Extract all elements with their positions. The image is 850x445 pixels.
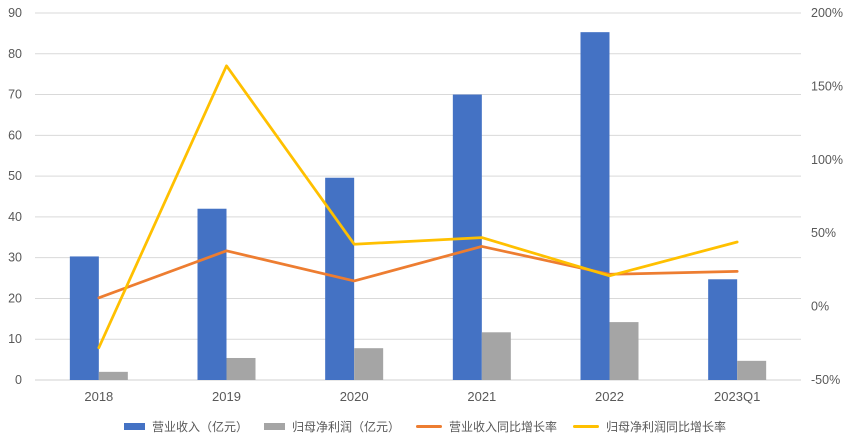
left-axis-tick-label: 20 (8, 291, 22, 305)
bar-net-profit-bar-2018 (98, 371, 128, 380)
legend-item-revenue-bar: 营业收入（亿元） (123, 418, 248, 435)
bar-revenue-bar-2019 (197, 208, 227, 380)
legend-label-net-profit-growth-line: 归母净利润同比增长率 (606, 419, 727, 434)
bar-revenue-bar-2018 (69, 256, 99, 380)
chart-legend: 营业收入（亿元） 归母净利润（亿元） 营业收入同比增长率 归母净利润同比增长率 (0, 411, 850, 441)
left-axis-tick-label: 60 (8, 128, 22, 142)
x-axis-category-label: 2020 (340, 389, 369, 404)
right-axis-tick-label: -50% (811, 373, 840, 387)
bar-net-profit-bar-2019 (226, 357, 256, 380)
line-revenue-growth-line (97, 245, 739, 300)
bar-net-profit-bar-2020 (354, 348, 384, 380)
line-net-profit-growth-line (97, 64, 739, 350)
chart-plot-area: 0 10 20 30 40 50 60 70 80 90 -50% 0% 50% 100% 150% 200%… (8, 6, 843, 404)
legend-label-net-profit-bar: 归母净利润（亿元） (291, 419, 400, 434)
left-axis-tick-label: 90 (8, 6, 22, 20)
left-axis-tick-label: 40 (8, 210, 22, 224)
legend-label-revenue-bar: 营业收入（亿元） (151, 419, 248, 434)
right-axis-tick-label: 50% (811, 226, 836, 240)
left-axis-tick-label: 70 (8, 88, 22, 102)
left-axis-tick-label: 30 (8, 251, 22, 265)
right-axis-tick-label: 100% (811, 153, 843, 167)
bar-revenue-bar-2023Q1 (708, 279, 738, 380)
legend-swatch-revenue-bar (123, 422, 145, 430)
legend-item-net-profit-growth-line: 归母净利润同比增长率 (573, 418, 726, 435)
bar-revenue-bar-2022 (580, 32, 610, 380)
right-axis-tick-label: 200% (811, 6, 843, 20)
left-axis-tick-label: 0 (15, 373, 22, 387)
left-axis-tick-label: 80 (8, 47, 22, 61)
right-axis-tick-label: 0% (811, 300, 829, 314)
bar-net-profit-bar-2023Q1 (737, 360, 767, 380)
x-axis-category-label: 2019 (212, 389, 241, 404)
left-axis-tick-label: 10 (8, 332, 22, 346)
legend-item-net-profit-bar: 归母净利润（亿元） (263, 418, 400, 435)
left-axis-tick-label: 50 (8, 169, 22, 183)
legend-item-revenue-growth-line: 营业收入同比增长率 (416, 418, 557, 435)
legend-swatch-revenue-growth-line (416, 424, 442, 428)
x-axis-category-label: 2023Q1 (714, 389, 760, 404)
right-axis-tick-label: 150% (811, 79, 843, 93)
bar-net-profit-bar-2021 (481, 332, 511, 380)
x-axis-category-label: 2022 (595, 389, 624, 404)
x-axis-category-label: 2018 (84, 389, 113, 404)
legend-label-revenue-growth-line: 营业收入同比增长率 (449, 419, 558, 434)
legend-swatch-net-profit-bar (263, 422, 285, 430)
legend-swatch-net-profit-growth-line (573, 424, 600, 428)
x-axis-category-label: 2021 (467, 389, 496, 404)
bar-net-profit-bar-2022 (609, 322, 639, 380)
